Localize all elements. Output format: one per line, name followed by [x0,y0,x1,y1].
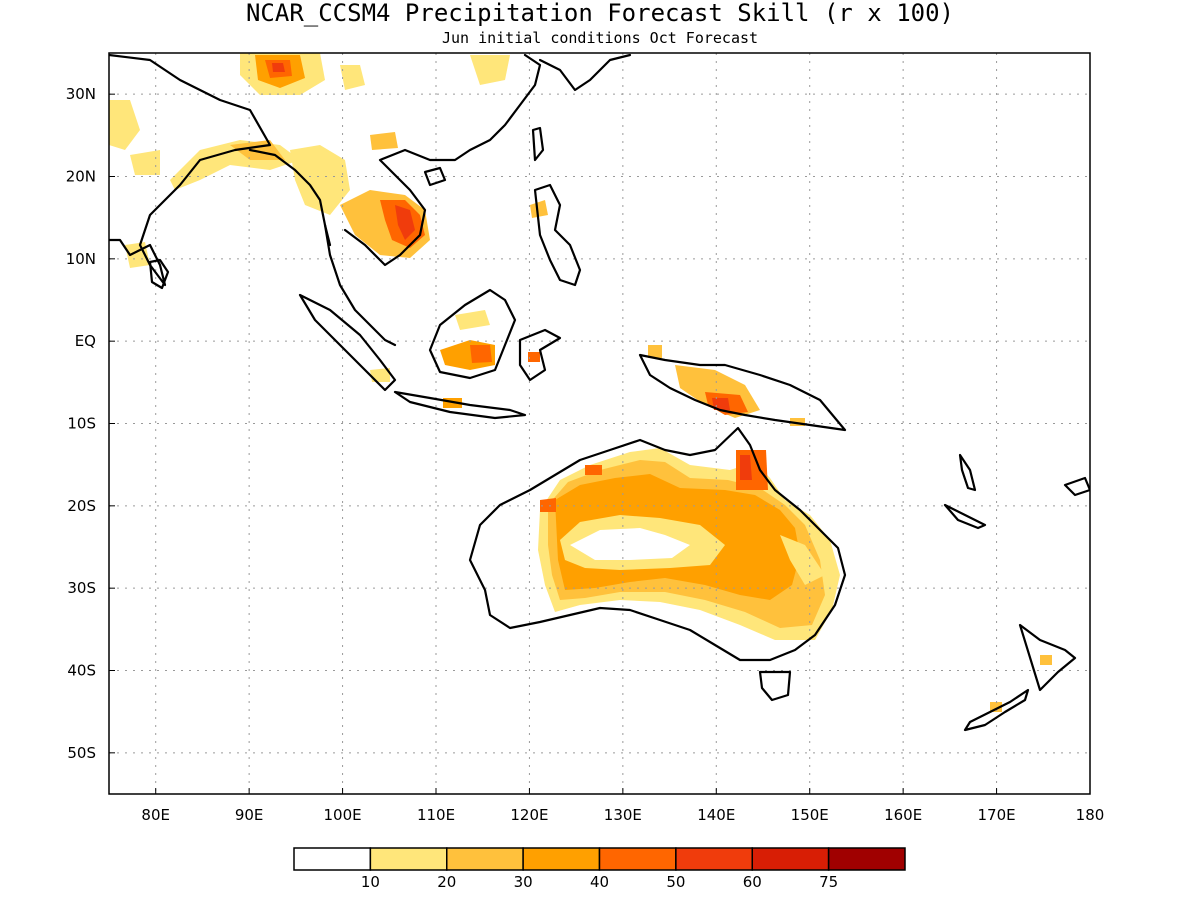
lat-tick-label: 40S [67,662,96,680]
skill-region-indochina-60 [395,205,415,240]
coast-new-zealand-south [963,688,1030,732]
colorbar-label: 50 [666,873,685,891]
lat-tick-label: 50S [67,744,96,762]
coast-sumatra [298,293,397,392]
graticule [109,53,1090,794]
colorbar-swatch-6 [751,847,830,871]
colorbar-swatch-2 [446,847,524,871]
colorbar-label: 30 [514,873,533,891]
latitude-tick-labels: 30N 20N 10N EQ 10S 20S 30S 40S 50S [66,85,115,762]
colorbar-label: 20 [437,873,456,891]
lon-tick-label: 160E [884,806,922,824]
lon-tick-label: 180 [1076,806,1105,824]
skill-region-australia-southeast-weak [780,535,825,585]
coast-new-zealand-north [1018,623,1077,692]
coast-malay-peninsula [323,223,397,347]
longitude-tick-labels: 80E 90E 100E 110E 120E 130E 140E 150E 160E 170E 18… [141,788,1104,824]
colorbar-swatch-1 [369,847,448,871]
coast-java [393,390,527,420]
colorbar-label: 40 [590,873,609,891]
lat-tick-label: 30S [67,579,96,597]
lat-tick-label: 30N [66,85,96,103]
skill-region-borneo-core [470,345,492,363]
skill-region-indochina-north [290,145,350,215]
skill-region-india-west [109,100,140,150]
skill-contour-fills [109,53,1052,712]
colorbar-swatch-0 [293,847,372,871]
lat-tick-label: 10N [66,250,96,268]
skill-region-philippines [530,200,548,218]
coastlines [109,53,1090,732]
coast-indochina [343,53,542,267]
coast-vanuatu [958,453,977,492]
coast-korea-japan [538,53,632,92]
coast-new-guinea [638,353,847,432]
skill-region-tibet-core-60 [272,63,285,72]
skill-region-nw-australia [585,465,602,475]
skill-region-northeast-patch [340,65,365,90]
skill-region-sulawesi [528,352,540,362]
colorbar-label: 60 [743,873,762,891]
colorbar-swatch-4 [598,847,677,871]
skill-region-cape-york-60 [740,455,752,480]
colorbar-label: 10 [361,873,380,891]
lon-tick-label: 120E [510,806,548,824]
lon-tick-label: 140E [697,806,735,824]
coast-australia [468,426,847,662]
lon-tick-label: 80E [141,806,170,824]
chart-subtitle: Jun initial conditions Oct Forecast [441,29,759,47]
coast-new-caledonia [943,503,987,530]
skill-region-new-guinea-60 [712,398,730,410]
skill-region-australia-near-zero [570,528,690,560]
lat-tick-label: 20N [66,168,96,186]
colorbar-label: 75 [819,873,838,891]
coast-sri-lanka [148,258,170,290]
lon-tick-label: 170E [978,806,1016,824]
lat-tick-label: 10S [67,415,96,433]
coast-borneo [428,288,517,380]
lat-tick-label: 20S [67,497,96,515]
skill-region-central-china [370,132,398,150]
coast-hainan [423,166,447,187]
coast-tasmania [758,670,792,702]
lon-tick-label: 90E [235,806,264,824]
colorbar: 10 20 30 40 50 60 75 [293,847,906,891]
coast-sulawesi [518,328,562,382]
skill-region-bird-head [648,345,662,358]
coast-india [109,53,272,287]
lon-tick-label: 150E [791,806,829,824]
colorbar-swatch-3 [522,847,601,871]
coast-philippines [533,183,582,287]
coast-fiji [1063,476,1090,497]
colorbar-swatch-5 [675,847,753,871]
lon-tick-label: 110E [417,806,455,824]
chart-title: NCAR_CCSM4 Precipitation Forecast Skill … [245,0,954,27]
lat-tick-label: EQ [75,332,96,350]
colorbar-swatch-7 [827,847,906,871]
skill-region-borneo-north [455,310,490,330]
skill-region-china-north [470,55,510,85]
coast-taiwan [531,126,545,162]
lon-tick-label: 100E [324,806,362,824]
skill-region-west-australia [540,498,556,512]
skill-region-india-north [130,150,160,175]
lon-tick-label: 130E [604,806,642,824]
skill-region-new-zealand-north [1040,655,1052,665]
